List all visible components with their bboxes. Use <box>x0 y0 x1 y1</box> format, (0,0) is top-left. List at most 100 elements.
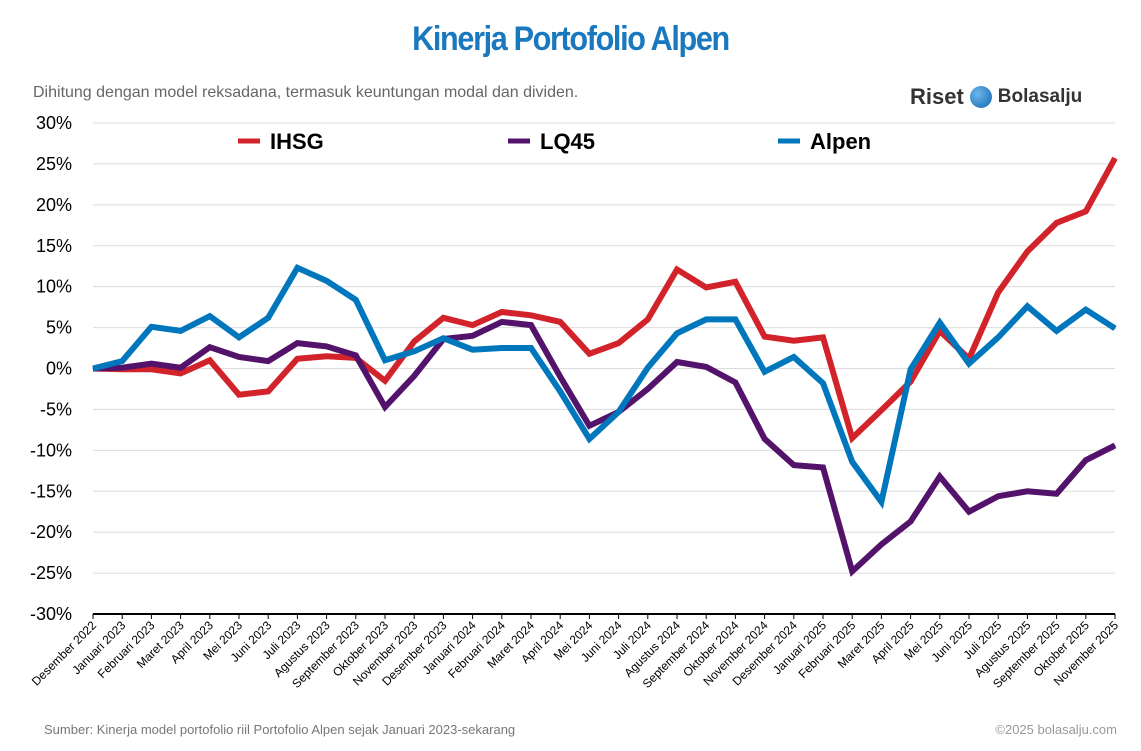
data-point-lq45 <box>968 511 970 513</box>
logo-text-riset: Riset <box>910 84 964 109</box>
data-point-ihsg <box>705 286 707 288</box>
data-point-alpen <box>764 371 766 373</box>
data-point-ihsg <box>764 336 766 338</box>
data-point-alpen <box>734 318 736 320</box>
data-point-lq45 <box>384 406 386 408</box>
data-point-alpen <box>1026 305 1028 307</box>
data-point-lq45 <box>559 376 561 378</box>
data-point-lq45 <box>734 381 736 383</box>
chart-subtitle: Dihitung dengan model reksadana, termasu… <box>33 84 579 101</box>
data-point-alpen <box>472 349 474 351</box>
data-point-alpen <box>413 350 415 352</box>
data-point-alpen <box>647 367 649 369</box>
data-point-ihsg <box>530 314 532 316</box>
logo: Riset Bolasalju <box>910 84 1082 110</box>
data-point-ihsg <box>326 355 328 357</box>
data-point-lq45 <box>997 495 999 497</box>
data-point-alpen <box>880 501 882 503</box>
data-point-lq45 <box>910 521 912 523</box>
data-point-ihsg <box>647 318 649 320</box>
data-point-lq45 <box>209 346 211 348</box>
series-line-lq45 <box>92 318 1117 577</box>
y-tick-label: -5% <box>40 399 72 419</box>
data-point-lq45 <box>676 361 678 363</box>
data-point-ihsg <box>851 437 853 439</box>
data-point-ihsg <box>880 409 882 411</box>
data-point-ihsg <box>1026 250 1028 252</box>
data-point-ihsg <box>939 330 941 332</box>
y-tick-label: 30% <box>36 113 72 133</box>
copyright: ©2025 bolasalju.com <box>995 722 1117 737</box>
data-point-lq45 <box>705 366 707 368</box>
data-point-lq45 <box>355 354 357 356</box>
data-point-ihsg <box>734 281 736 283</box>
y-tick-label: -15% <box>30 481 72 501</box>
data-point-lq45 <box>647 388 649 390</box>
data-point-ihsg <box>501 311 503 313</box>
data-point-lq45 <box>1026 490 1028 492</box>
data-point-lq45 <box>880 543 882 545</box>
data-point-lq45 <box>1085 459 1087 461</box>
data-point-ihsg <box>150 368 152 370</box>
data-point-ihsg <box>618 342 620 344</box>
data-point-ihsg <box>822 336 824 338</box>
data-point-alpen <box>442 337 444 339</box>
data-point-alpen <box>618 411 620 413</box>
data-point-alpen <box>121 360 123 362</box>
y-tick-label: -20% <box>30 522 72 542</box>
data-point-ihsg <box>442 317 444 319</box>
data-point-ihsg <box>413 340 415 342</box>
data-point-alpen <box>238 336 240 338</box>
data-point-alpen <box>1085 309 1087 311</box>
data-point-lq45 <box>939 476 941 478</box>
data-point-alpen <box>968 363 970 365</box>
data-point-lq45 <box>1114 444 1116 446</box>
data-point-lq45 <box>822 467 824 469</box>
data-point-alpen <box>676 332 678 334</box>
data-point-lq45 <box>413 375 415 377</box>
data-point-alpen <box>939 322 941 324</box>
data-point-ihsg <box>1114 157 1116 159</box>
y-tick-label: -10% <box>30 440 72 460</box>
data-point-alpen <box>150 326 152 328</box>
snowball-icon <box>969 86 992 108</box>
data-point-ihsg <box>296 358 298 360</box>
data-point-ihsg <box>588 353 590 355</box>
data-point-ihsg <box>793 340 795 342</box>
data-point-alpen <box>705 318 707 320</box>
chart-title: Kinerja Portofolio Alpen <box>412 20 730 58</box>
series-line-alpen <box>92 263 1117 510</box>
data-point-alpen <box>501 347 503 349</box>
y-tick-label: 15% <box>36 236 72 256</box>
data-point-lq45 <box>501 321 503 323</box>
data-point-alpen <box>530 347 532 349</box>
data-point-lq45 <box>180 367 182 369</box>
y-tick-label: 5% <box>46 318 72 338</box>
y-tick-label: 10% <box>36 277 72 297</box>
data-point-lq45 <box>472 335 474 337</box>
data-point-alpen <box>559 390 561 392</box>
data-point-ihsg <box>180 372 182 374</box>
data-point-alpen <box>355 299 357 301</box>
data-point-ihsg <box>267 390 269 392</box>
data-point-ihsg <box>238 394 240 396</box>
data-point-lq45 <box>121 367 123 369</box>
series-line-ihsg <box>92 156 1118 444</box>
data-point-alpen <box>92 368 94 369</box>
data-point-lq45 <box>150 363 152 365</box>
y-tick-label: -25% <box>30 563 72 583</box>
data-point-alpen <box>793 356 795 358</box>
data-point-ihsg <box>676 268 678 270</box>
data-point-alpen <box>910 368 912 370</box>
data-point-alpen <box>822 382 824 384</box>
data-point-lq45 <box>267 360 269 362</box>
data-point-alpen <box>1056 330 1058 332</box>
data-point-ihsg <box>384 380 386 382</box>
data-point-lq45 <box>530 324 532 326</box>
data-point-lq45 <box>296 342 298 344</box>
data-point-lq45 <box>793 464 795 466</box>
y-tick-label: 20% <box>36 195 72 215</box>
data-point-ihsg <box>1085 210 1087 212</box>
